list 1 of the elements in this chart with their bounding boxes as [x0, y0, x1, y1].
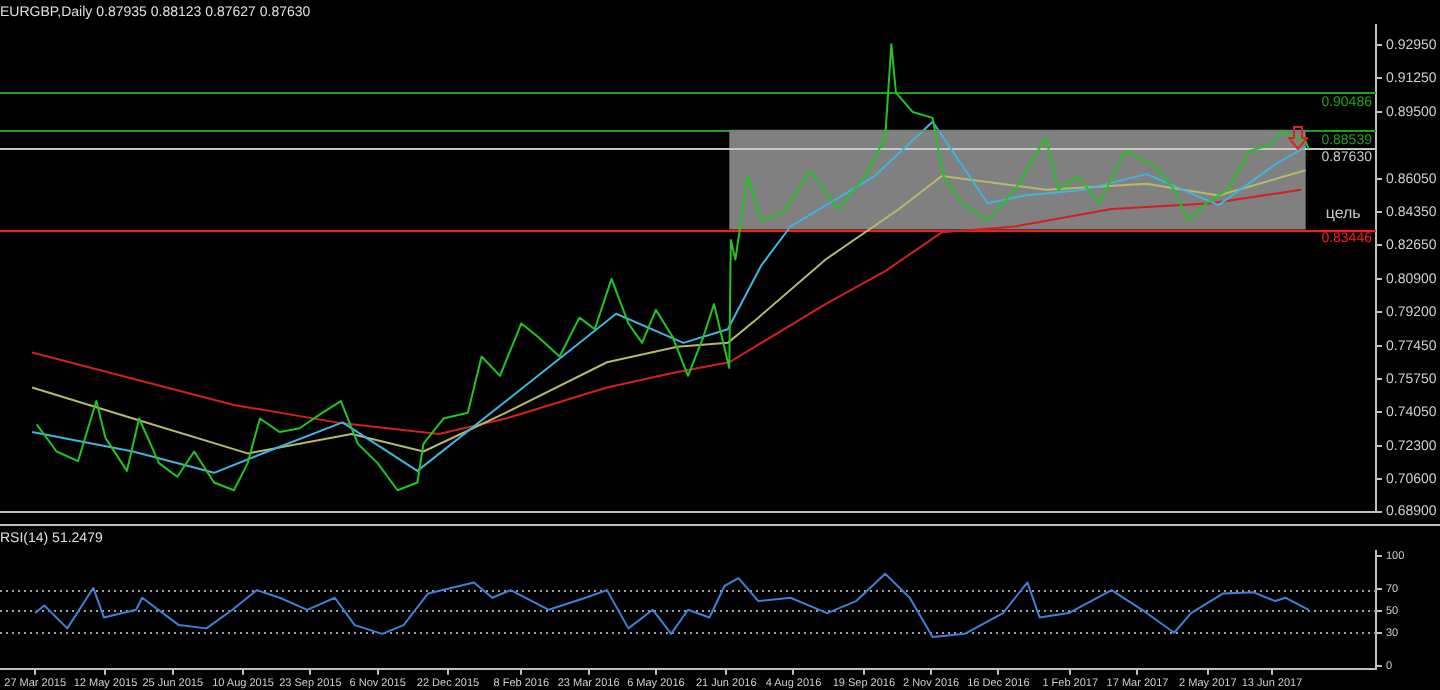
annotation: цель: [1325, 203, 1361, 222]
